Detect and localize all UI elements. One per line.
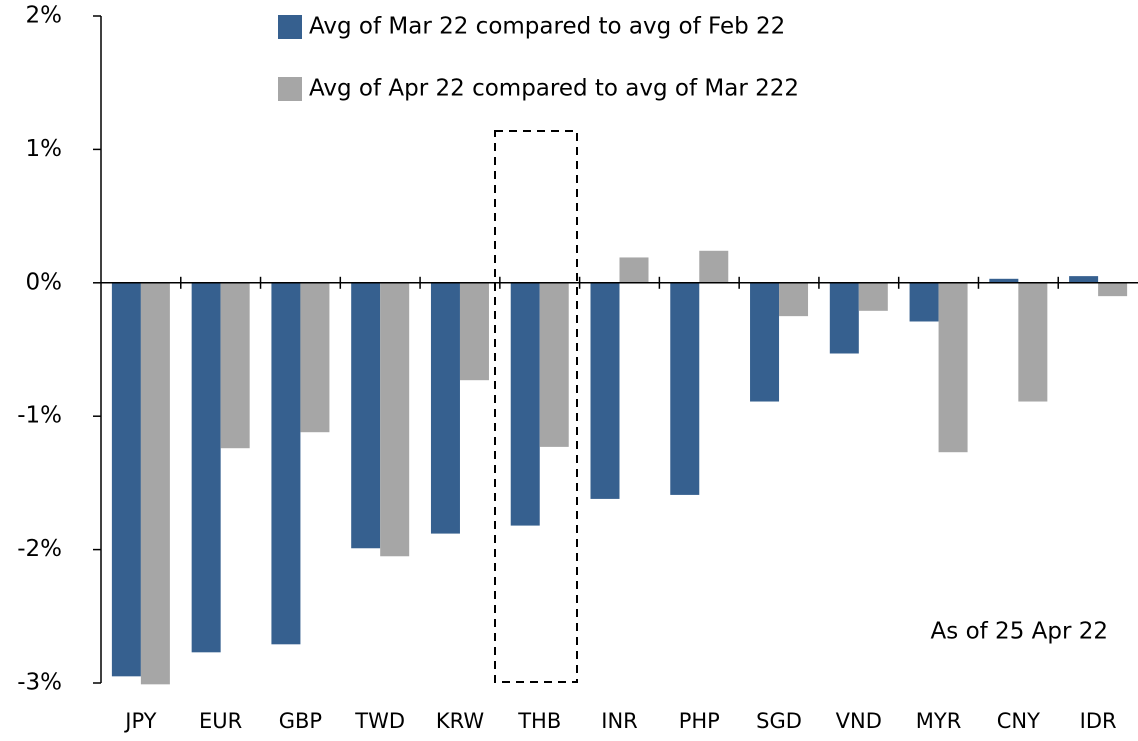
bar (858, 282, 888, 311)
x-tick-label: INR (601, 709, 638, 733)
bar (220, 282, 250, 449)
bar (1098, 282, 1128, 297)
bar (1069, 276, 1099, 283)
x-tick-label: GBP (279, 709, 322, 733)
bar (539, 282, 569, 447)
bar (1018, 282, 1048, 402)
x-tick-label: KRW (436, 709, 485, 733)
bar (909, 282, 939, 322)
bar (380, 282, 410, 557)
x-tick-label: VND (836, 709, 882, 733)
x-tick-label: IDR (1080, 709, 1117, 733)
bar (271, 282, 301, 645)
bar (989, 278, 1019, 283)
y-tick-label: 0% (26, 269, 63, 295)
bar (300, 282, 330, 433)
bar (938, 282, 968, 453)
bar (750, 282, 780, 402)
annotation: As of 25 Apr 22 (931, 619, 1108, 645)
x-tick-label: PHP (679, 709, 720, 733)
highlight-box (494, 130, 578, 683)
legend-label: Avg of Apr 22 compared to avg of Mar 222 (309, 76, 799, 102)
x-tick-label: EUR (199, 709, 242, 733)
legend-label: Avg of Mar 22 compared to avg of Feb 22 (309, 14, 785, 40)
bar (140, 282, 170, 685)
bar (351, 282, 381, 549)
legend-swatch (278, 77, 302, 101)
bar (619, 257, 649, 283)
bar (670, 282, 700, 495)
x-tick-label: JPY (123, 709, 156, 733)
y-tick-label: 2% (26, 3, 63, 29)
y-tick-label: -1% (17, 403, 62, 429)
x-tick-label: TWD (354, 709, 405, 733)
bar (111, 282, 141, 677)
x-tick-label: CNY (997, 709, 1040, 733)
bar (430, 282, 460, 534)
bar (699, 250, 729, 283)
bar (590, 282, 620, 499)
bar (459, 282, 489, 381)
bar (829, 282, 859, 354)
bar (779, 282, 809, 317)
y-tick-label: -3% (17, 670, 62, 696)
bar (191, 282, 221, 653)
legend-swatch (278, 15, 302, 39)
bar (510, 282, 540, 526)
x-tick-label: MYR (916, 709, 962, 733)
y-tick-label: 1% (26, 136, 63, 162)
x-tick-label: THB (517, 709, 561, 733)
y-tick-label: -2% (17, 536, 62, 562)
x-tick-label: SGD (756, 709, 802, 733)
